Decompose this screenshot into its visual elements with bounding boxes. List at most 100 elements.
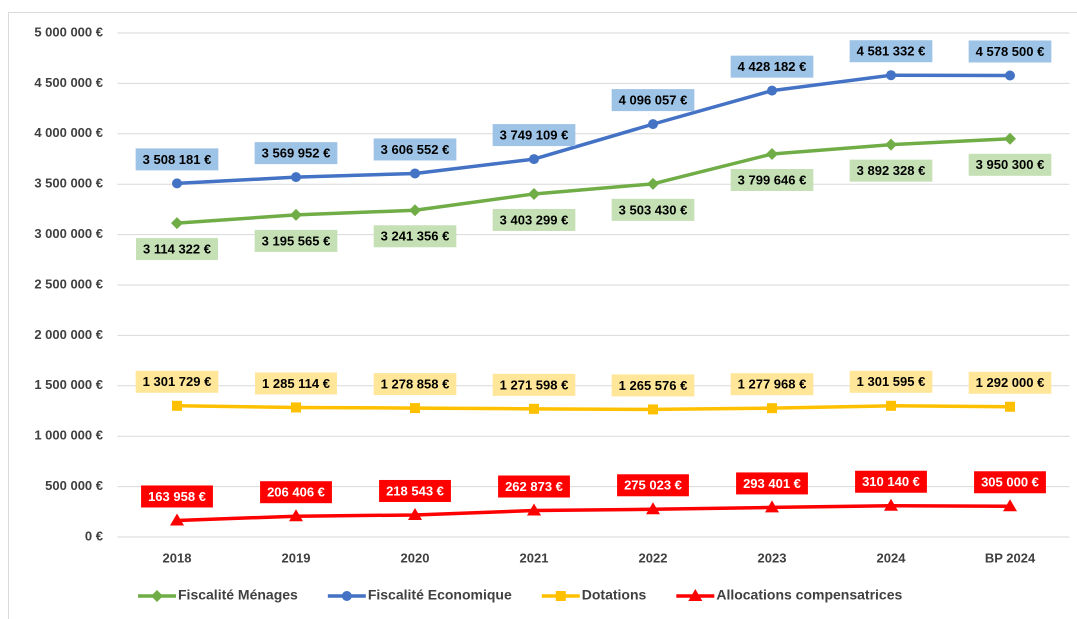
marker (171, 217, 183, 230)
y-tick-label: 0 € (85, 528, 103, 543)
value-label-text: 3 892 328 € (857, 163, 926, 178)
value-label: 1 265 576 € (611, 374, 695, 397)
value-label: 4 428 182 € (730, 55, 814, 78)
value-label: 1 301 729 € (135, 370, 219, 393)
marker (1004, 132, 1016, 145)
x-tick-label: 2024 (877, 550, 907, 565)
marker (647, 177, 659, 190)
marker (528, 187, 540, 200)
value-label-text: 3 799 646 € (738, 172, 807, 187)
value-label-text: 3 569 952 € (262, 146, 331, 161)
legend-label: Fiscalité Economique (368, 587, 512, 603)
value-label-text: 3 241 356 € (381, 229, 450, 244)
marker (151, 590, 163, 602)
value-label: 3 503 430 € (611, 198, 695, 221)
value-label-text: 163 958 € (148, 489, 206, 504)
y-tick-label: 4 500 000 € (34, 75, 103, 90)
marker (766, 147, 778, 160)
marker (1005, 70, 1015, 81)
value-label-box (492, 373, 576, 396)
value-label: 1 292 000 € (968, 371, 1052, 394)
value-label-text: 262 873 € (505, 479, 563, 494)
value-label-box (135, 148, 219, 171)
value-label-box (135, 370, 219, 393)
value-label-box (736, 472, 808, 495)
value-label-box (968, 371, 1052, 394)
legend-label: Dotations (582, 587, 647, 603)
value-label-text: 3 403 299 € (500, 212, 569, 227)
value-label: 3 799 646 € (730, 168, 814, 191)
value-label-text: 3 508 181 € (143, 152, 212, 167)
value-label-text: 1 301 729 € (143, 374, 212, 389)
value-label-text: 1 301 595 € (857, 374, 926, 389)
value-label-box (141, 485, 213, 508)
marker (172, 178, 182, 189)
y-tick-label: 2 500 000 € (34, 276, 103, 291)
x-tick-label: 2022 (639, 550, 668, 565)
value-label-text: 1 277 968 € (738, 377, 807, 392)
marker (172, 400, 182, 411)
marker (646, 502, 660, 515)
value-label: 4 096 057 € (611, 89, 695, 112)
marker (767, 403, 777, 414)
value-label-text: 206 406 € (267, 485, 325, 500)
value-label: 3 749 109 € (492, 124, 576, 147)
x-tick-label: 2019 (282, 550, 311, 565)
value-label-box (855, 470, 927, 493)
value-label: 1 285 114 € (255, 372, 337, 395)
value-label-box (260, 481, 332, 504)
marker (410, 403, 420, 414)
series-line (176, 503, 1011, 523)
value-label: 1 271 598 € (492, 373, 576, 396)
value-label-text: 3 114 322 € (143, 242, 211, 257)
value-label: 3 892 328 € (849, 159, 933, 182)
value-label: 3 195 565 € (254, 229, 338, 252)
value-label-box (492, 124, 576, 147)
chart-frame (8, 12, 1077, 619)
marker (410, 168, 420, 179)
marker (885, 138, 897, 151)
series-line (176, 137, 1011, 225)
value-label-text: 3 195 565 € (262, 233, 331, 248)
y-tick-label: 1 000 000 € (34, 428, 103, 443)
value-label: 3 403 299 € (492, 208, 576, 231)
marker (767, 85, 777, 96)
value-label: 3 569 952 € (254, 142, 338, 165)
value-label-text: 3 749 109 € (500, 128, 569, 143)
marker (170, 513, 184, 526)
marker (341, 591, 352, 601)
marker (555, 591, 566, 601)
value-label-text: 1 278 858 € (381, 377, 450, 392)
value-label-text: 1 271 598 € (500, 377, 569, 392)
value-label-box (730, 55, 814, 78)
value-label: 218 543 € (379, 479, 451, 502)
value-label-text: 1 265 576 € (619, 378, 688, 393)
marker (408, 507, 422, 520)
marker (527, 503, 541, 516)
value-label: 1 301 595 € (849, 370, 933, 393)
value-label-text: 305 000 € (981, 475, 1039, 490)
value-label: 4 578 500 € (968, 40, 1052, 63)
value-label: 4 581 332 € (849, 40, 933, 63)
value-label: 3 508 181 € (135, 148, 219, 171)
value-label-text: 3 606 552 € (381, 142, 450, 157)
value-label-text: 293 401 € (743, 476, 801, 491)
marker (1003, 499, 1017, 512)
value-label-text: 275 023 € (624, 478, 682, 493)
marker (688, 589, 703, 601)
series-line (176, 73, 1011, 186)
marker (648, 404, 658, 415)
value-label-box (849, 159, 933, 182)
value-label: 163 958 € (141, 485, 213, 508)
y-tick-label: 2 000 000 € (34, 327, 103, 342)
value-label: 262 873 € (498, 475, 570, 498)
y-tick-label: 3 500 000 € (34, 176, 103, 191)
value-label-box (373, 225, 457, 248)
value-label-text: 1 292 000 € (976, 375, 1045, 390)
marker (291, 172, 301, 183)
value-label-box (968, 153, 1052, 176)
value-label: 310 140 € (855, 470, 927, 493)
value-label: 3 114 322 € (136, 238, 218, 261)
legend-label: Allocations compensatrices (716, 587, 902, 603)
